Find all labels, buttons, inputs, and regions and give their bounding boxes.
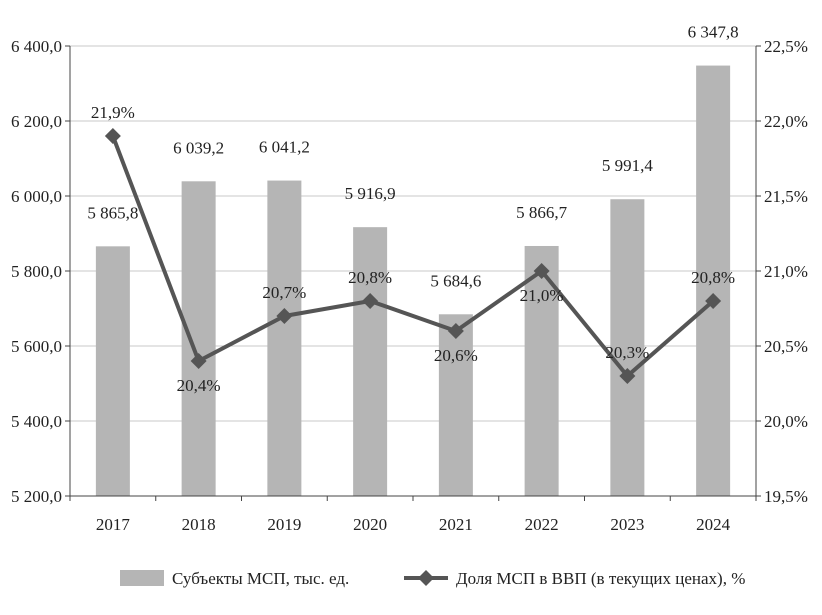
x-tick-label-2024: 2024 <box>696 515 731 534</box>
axes <box>65 45 761 501</box>
data-labels: 5 865,8 6 039,2 6 041,2 5 916,9 5 684,6 5 866… <box>87 23 738 395</box>
bar-2017 <box>95 246 130 496</box>
line-value-label-2023: 20,3% <box>605 343 649 362</box>
line-marker-2019 <box>276 308 293 324</box>
line-value-label-2020: 20,8% <box>348 268 392 287</box>
bar-2023 <box>610 199 645 496</box>
line-marker-2023 <box>619 368 636 384</box>
line-marker-2018 <box>190 353 207 369</box>
bar-2018 <box>181 181 216 497</box>
line-value-label-2017: 21,9% <box>91 103 135 122</box>
right-tick-label: 21,5% <box>764 187 808 206</box>
bar-value-label-2022: 5 866,7 <box>516 203 568 222</box>
line-value-label-2022: 21,0% <box>520 286 564 305</box>
bar-value-label-2017: 5 865,8 <box>87 203 138 222</box>
line-marker-2021 <box>447 323 464 339</box>
bar-2021 <box>438 314 473 496</box>
left-tick-label: 5 400,0 <box>11 412 62 431</box>
line-value-label-2024: 20,8% <box>691 268 735 287</box>
bar-value-label-2023: 5 991,4 <box>602 156 654 175</box>
x-tick-label-2022: 2022 <box>525 515 559 534</box>
line-marker-2022 <box>533 263 550 279</box>
bar-2019 <box>267 180 302 497</box>
line-series <box>104 128 722 384</box>
left-tick-label: 6 400,0 <box>11 37 62 56</box>
line-value-label-2018: 20,4% <box>177 376 221 395</box>
bar-value-label-2019: 6 041,2 <box>259 138 310 157</box>
bar-2024 <box>696 65 731 496</box>
line-value-label-2021: 20,6% <box>434 346 478 365</box>
tick-labels: 5 200,0 5 400,0 5 600,0 5 800,0 6 000,0 6 200… <box>11 37 808 534</box>
x-tick-label-2021: 2021 <box>439 515 473 534</box>
right-tick-label: 22,5% <box>764 37 808 56</box>
right-tick-label: 20,5% <box>764 337 808 356</box>
legend: Субъекты МСП, тыс. ед. Доля МСП в ВВП (в… <box>120 569 745 588</box>
x-tick-label-2017: 2017 <box>96 515 131 534</box>
line-marker-2024 <box>705 293 722 309</box>
right-tick-label: 19,5% <box>764 487 808 506</box>
left-tick-label: 5 600,0 <box>11 337 62 356</box>
left-tick-label: 5 200,0 <box>11 487 62 506</box>
right-tick-label: 21,0% <box>764 262 808 281</box>
grid-lines <box>70 45 756 422</box>
x-tick-label-2020: 2020 <box>353 515 387 534</box>
bar-value-label-2021: 5 684,6 <box>430 271 481 290</box>
bar-value-label-2018: 6 039,2 <box>173 138 224 157</box>
line-marker-2020 <box>362 293 379 309</box>
line-path <box>111 135 715 378</box>
legend-bar-swatch <box>120 570 164 586</box>
legend-line-marker <box>418 570 434 586</box>
line-value-label-2019: 20,7% <box>262 283 306 302</box>
bar-2020 <box>353 227 388 496</box>
left-tick-label: 5 800,0 <box>11 262 62 281</box>
legend-line-label: Доля МСП в ВВП (в текущих ценах), % <box>456 569 745 588</box>
line-marker-2017 <box>104 128 121 144</box>
bar-value-label-2024: 6 347,8 <box>688 23 739 42</box>
bar-value-label-2020: 5 916,9 <box>345 184 396 203</box>
legend-bar-label: Субъекты МСП, тыс. ед. <box>172 569 349 588</box>
bar-series <box>95 65 731 497</box>
left-tick-label: 6 000,0 <box>11 187 62 206</box>
left-tick-label: 6 200,0 <box>11 112 62 131</box>
right-tick-label: 22,0% <box>764 112 808 131</box>
right-tick-label: 20,0% <box>764 412 808 431</box>
x-tick-label-2023: 2023 <box>610 515 644 534</box>
x-tick-label-2019: 2019 <box>267 515 301 534</box>
x-tick-label-2018: 2018 <box>182 515 216 534</box>
